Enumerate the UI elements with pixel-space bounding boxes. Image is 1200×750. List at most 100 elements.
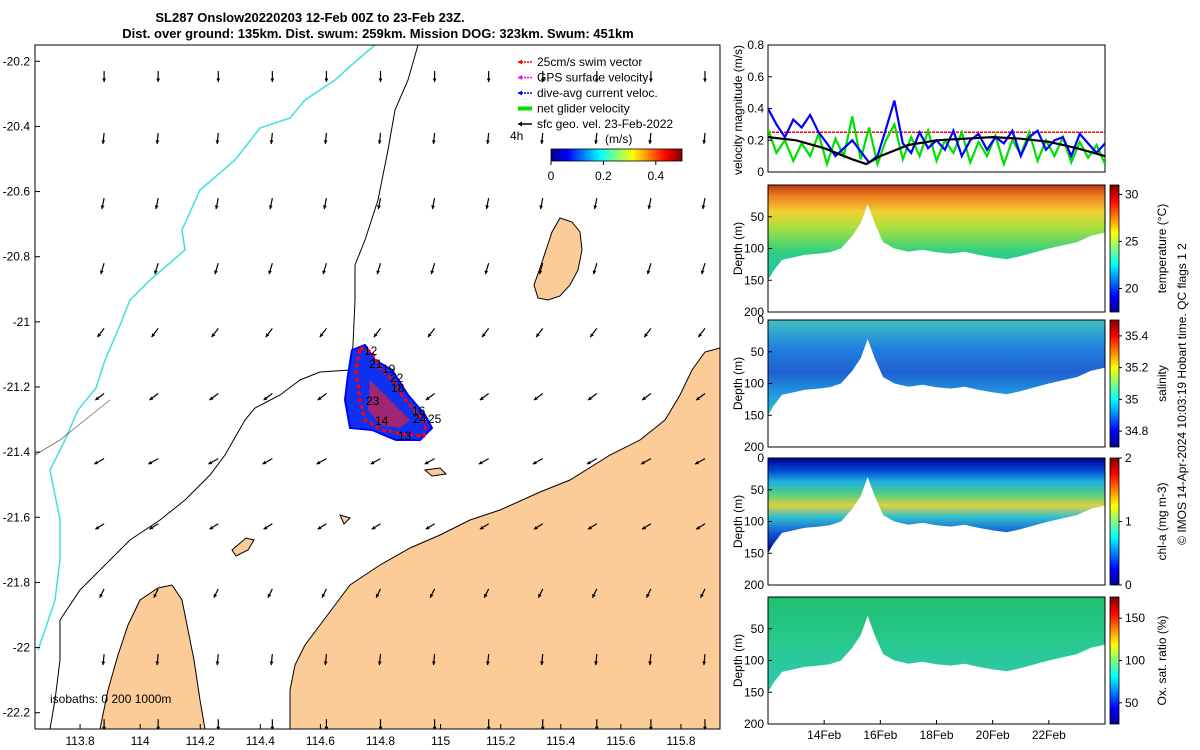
section-panel-salinity: 0 50 100 150 200 Depth (m) 34.8 35 35.2 35.4 salin… — [731, 313, 1169, 454]
section-colorbar-label: temperature (°C) — [1155, 204, 1169, 294]
velocity-ylabel: velocity magnitude (m/s) — [731, 45, 745, 175]
geo-arrow-head — [155, 140, 160, 144]
geo-arrow-head — [268, 205, 273, 210]
map-y-tick-label: -20.2 — [3, 54, 31, 68]
geo-arrow-head — [484, 593, 488, 598]
geo-arrow-head — [101, 140, 106, 144]
geo-arrow-head — [214, 270, 218, 275]
geo-arrow-head — [95, 396, 100, 401]
geo-arrow-head — [424, 460, 429, 465]
section-panel-temperature: 50 100 150 200 Depth (m) 20 25 30 temperature (°… — [731, 184, 1169, 319]
geo-arrow-head — [100, 205, 105, 210]
section-colorbar-tick-label: 2 — [1125, 451, 1132, 465]
map-colorbar-bar — [550, 148, 683, 162]
geo-arrow-head — [151, 333, 156, 338]
section-colorbar-tick-label: 50 — [1125, 696, 1139, 710]
section-y-tick-label: 0 — [757, 313, 764, 327]
geo-arrow-head — [216, 726, 221, 729]
geo-arrow-head — [425, 396, 430, 401]
velocity-line-smoothed — [768, 135, 1105, 166]
colorbar-tick-label: 0.4 — [647, 169, 664, 183]
geo-arrow-head — [378, 78, 383, 83]
geo-arrow-head — [156, 726, 161, 729]
colorbar-tick-label: 0 — [548, 169, 555, 183]
geo-arrow-head — [209, 525, 214, 530]
geo-arrow-head — [317, 525, 322, 530]
map-x-tick-label: 114.4 — [246, 734, 275, 748]
map-x-tick-label: 115.4 — [546, 734, 575, 748]
geo-arrow-head — [215, 661, 220, 666]
section-colorbar-label: chl-a (mg m-3) — [1155, 482, 1169, 560]
section-colorbar-tick-label: 35 — [1125, 392, 1139, 406]
geo-arrow-head — [695, 460, 700, 465]
geo-arrow-head — [482, 333, 486, 338]
section-colorbar — [1109, 319, 1120, 448]
section-colorbar-tick-label: 30 — [1125, 187, 1139, 201]
geo-arrow-head — [213, 593, 218, 598]
geo-arrow-head — [270, 726, 275, 729]
colorbar-unit: (m/s) — [605, 132, 632, 146]
geo-arrow-head — [588, 525, 593, 530]
geo-arrow-head — [262, 460, 267, 465]
geo-arrow-head — [594, 78, 599, 83]
geo-arrow-head — [156, 78, 161, 83]
section-y-tick-label: 50 — [751, 345, 765, 359]
section-data-field — [768, 320, 1105, 416]
geo-arrow-head — [485, 205, 490, 210]
geo-arrow-head — [593, 205, 598, 210]
mainland-landmass — [289, 347, 720, 729]
geo-arrow-head — [317, 396, 322, 401]
geo-arrow-head — [430, 270, 435, 275]
legend-swatch-head — [518, 121, 522, 127]
geo-arrow-head — [588, 396, 592, 401]
map-legend: 25cm/s swim vector GPS surface velocitydi… — [518, 55, 673, 131]
geo-arrow-head — [486, 140, 490, 144]
geo-arrow-head — [377, 661, 382, 666]
geo-arrow-head — [377, 205, 381, 210]
geo-arrow-head — [316, 460, 321, 465]
section-colorbar — [1109, 457, 1120, 586]
velocity-y-tick-label: 0.2 — [747, 133, 764, 147]
map-x-tick-label: 113.8 — [65, 734, 94, 748]
geo-arrow-head — [700, 270, 705, 275]
geo-arrow-head — [95, 525, 100, 530]
island-north — [533, 217, 583, 301]
geo-arrow-head — [268, 270, 272, 275]
geo-arrow-head — [540, 726, 545, 729]
section-colorbar-tick-label: 25 — [1125, 234, 1139, 248]
track-label: 16 — [412, 404, 426, 418]
section-y-tick-label: 50 — [751, 210, 765, 224]
section-ylabel: Depth (m) — [731, 495, 745, 548]
geo-arrow-head — [702, 140, 707, 144]
track-label: 25 — [428, 412, 442, 426]
geo-arrow-head — [701, 205, 706, 210]
geo-arrow-head — [484, 270, 489, 275]
section-colorbar — [1109, 184, 1120, 313]
island-small-3 — [339, 514, 351, 525]
geo-arrow-head — [376, 270, 381, 275]
geo-arrow-head — [370, 460, 375, 465]
velocity-panel: 0 0.2 0.4 0.6 0.8 velocity magnitude (m/s) — [731, 38, 1106, 179]
map-y-tick-label: -20.4 — [3, 119, 31, 133]
map-x-axis: 113.8 114 114.2 114.4 114.6 114.8 115 115.2 115.… — [65, 724, 696, 748]
map-y-tick-label: -20.8 — [3, 250, 31, 264]
geo-arrow-head — [269, 661, 274, 666]
geo-arrow-head — [208, 460, 213, 465]
geo-arrow-head — [592, 593, 596, 598]
legend-label: GPS surface velocity — [537, 71, 648, 85]
geo-arrow-head — [432, 726, 437, 729]
section-data-field — [768, 458, 1105, 554]
legend-interval: 4h — [510, 129, 523, 143]
section-y-tick-label: 200 — [744, 717, 764, 731]
isobath-label: isobaths: 0 200 1000m — [50, 692, 171, 706]
geo-arrow-head — [263, 396, 268, 401]
geo-arrow-head — [101, 661, 106, 666]
geo-arrow-head — [594, 726, 599, 729]
velocity-y-tick-label: 0.6 — [747, 70, 764, 84]
geo-arrow-head — [644, 333, 648, 338]
map-y-tick-label: -22 — [13, 641, 31, 655]
legend-label: 25cm/s swim vector — [537, 55, 642, 69]
geo-arrow-head — [486, 78, 491, 83]
